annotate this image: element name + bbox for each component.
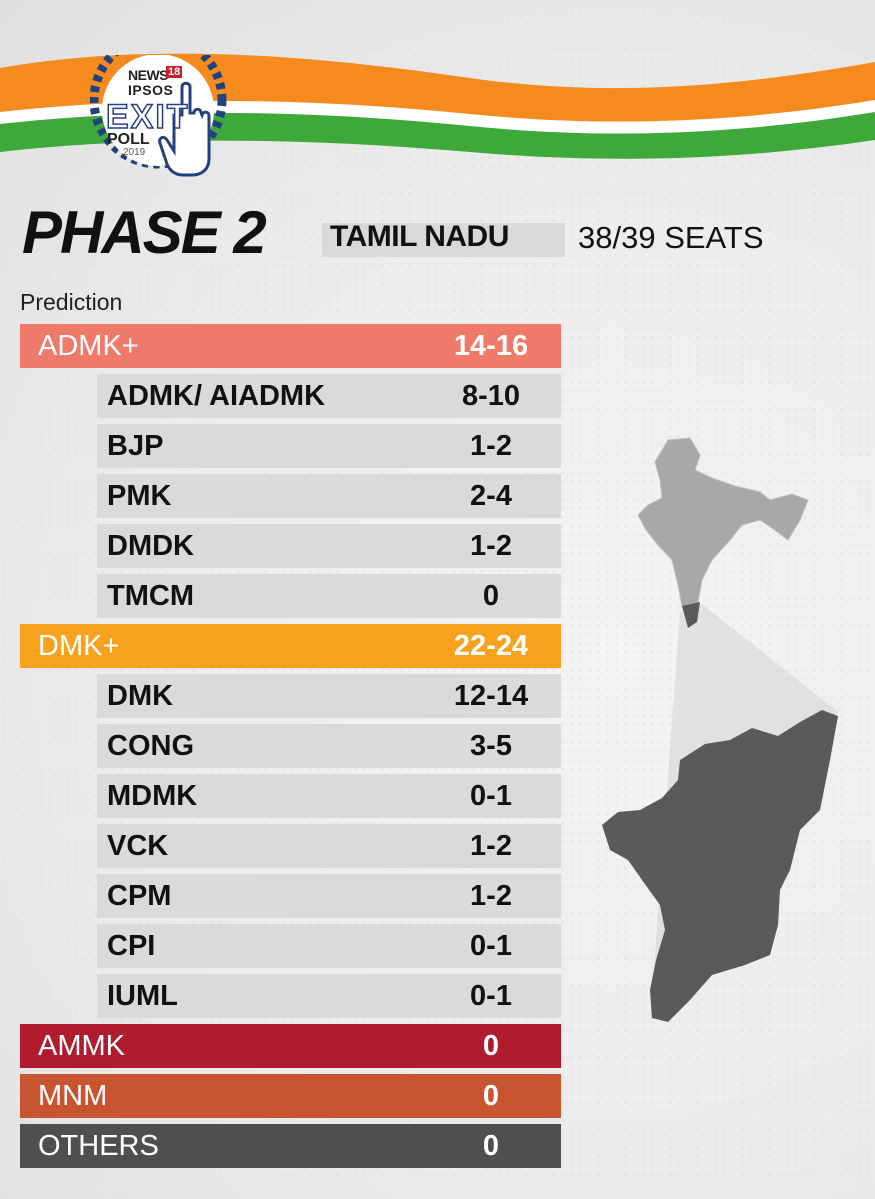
seat-range: 12-14 (453, 679, 529, 712)
party-name: VCK (107, 829, 169, 862)
party-name: MDMK (107, 779, 198, 812)
party-name: CONG (107, 729, 194, 762)
seat-range: 0-1 (470, 979, 512, 1012)
party-name: BJP (107, 429, 164, 462)
party-row: IUML 0-1 (97, 974, 561, 1018)
phase-title: PHASE 2 (22, 199, 267, 266)
seat-range: 1-2 (470, 529, 512, 562)
seat-range: 8-10 (461, 379, 521, 412)
party-row: DMK 12-14 (97, 674, 561, 718)
alliance-row: MNM 0 (20, 1074, 561, 1118)
party-name: MNM (38, 1079, 108, 1112)
party-name: AMMK (38, 1029, 125, 1062)
prediction-label: Prediction (20, 289, 123, 315)
party-row: VCK 1-2 (97, 824, 561, 868)
logo-ipsos-text: IPSOS (128, 82, 174, 98)
exit-poll-logo (90, 55, 227, 177)
party-row: CONG 3-5 (97, 724, 561, 768)
party-name: DMK+ (38, 629, 120, 662)
seat-range: 22-24 (453, 629, 529, 662)
alliance-row: OTHERS 0 (20, 1124, 561, 1168)
seat-range: 1-2 (470, 429, 512, 462)
party-row: CPM 1-2 (97, 874, 561, 918)
voting-hand-icon (158, 81, 211, 177)
party-row: TMCM 0 (97, 574, 561, 618)
alliance-row: DMK+ 22-24 (20, 624, 561, 668)
party-name: CPI (107, 929, 156, 962)
logo-exit-text: EXIT (105, 97, 190, 137)
alliance-row: AMMK 0 (20, 1024, 561, 1068)
seat-range: 3-5 (470, 729, 512, 762)
seat-range: 14-16 (453, 329, 529, 362)
party-row: DMDK 1-2 (97, 524, 561, 568)
seat-range: 1-2 (470, 829, 512, 862)
logo-poll-text: POLL (107, 131, 150, 148)
party-name: DMK (107, 679, 174, 712)
seat-range: 0-1 (470, 929, 512, 962)
party-row: MDMK 0-1 (97, 774, 561, 818)
party-row: CPI 0-1 (97, 924, 561, 968)
seat-range: 0 (482, 1029, 500, 1062)
seat-range: 0 (482, 579, 500, 612)
seat-range: 0 (482, 1079, 500, 1112)
party-name: PMK (107, 479, 172, 512)
seat-range: 2-4 (470, 479, 512, 512)
state-title-backdrop (322, 223, 565, 257)
party-name: OTHERS (38, 1129, 159, 1162)
alliance-row: ADMK+ 14-16 (20, 324, 561, 368)
logo-year-text: 2019 (123, 147, 146, 158)
seats-count: 38/39 SEATS (578, 220, 764, 255)
india-map-graphic (602, 437, 838, 1022)
party-name: TMCM (107, 579, 194, 612)
seat-range: 0 (482, 1129, 500, 1162)
logo-news-text: NEWS (128, 67, 169, 83)
party-name: ADMK+ (38, 329, 139, 362)
party-name: CPM (107, 879, 172, 912)
party-name: ADMK/ AIADMK (107, 379, 326, 412)
party-row: ADMK/ AIADMK 8-10 (97, 374, 561, 418)
seat-range: 0-1 (470, 779, 512, 812)
tamil-nadu-map-icon (602, 710, 838, 1022)
india-outline-icon (637, 437, 809, 619)
party-name: IUML (107, 979, 178, 1012)
party-name: DMDK (107, 529, 194, 562)
party-row: BJP 1-2 (97, 424, 561, 468)
state-title: TAMIL NADU (330, 220, 509, 253)
party-row: PMK 2-4 (97, 474, 561, 518)
logo-18-badge: 18 (166, 66, 183, 78)
seat-range: 1-2 (470, 879, 512, 912)
